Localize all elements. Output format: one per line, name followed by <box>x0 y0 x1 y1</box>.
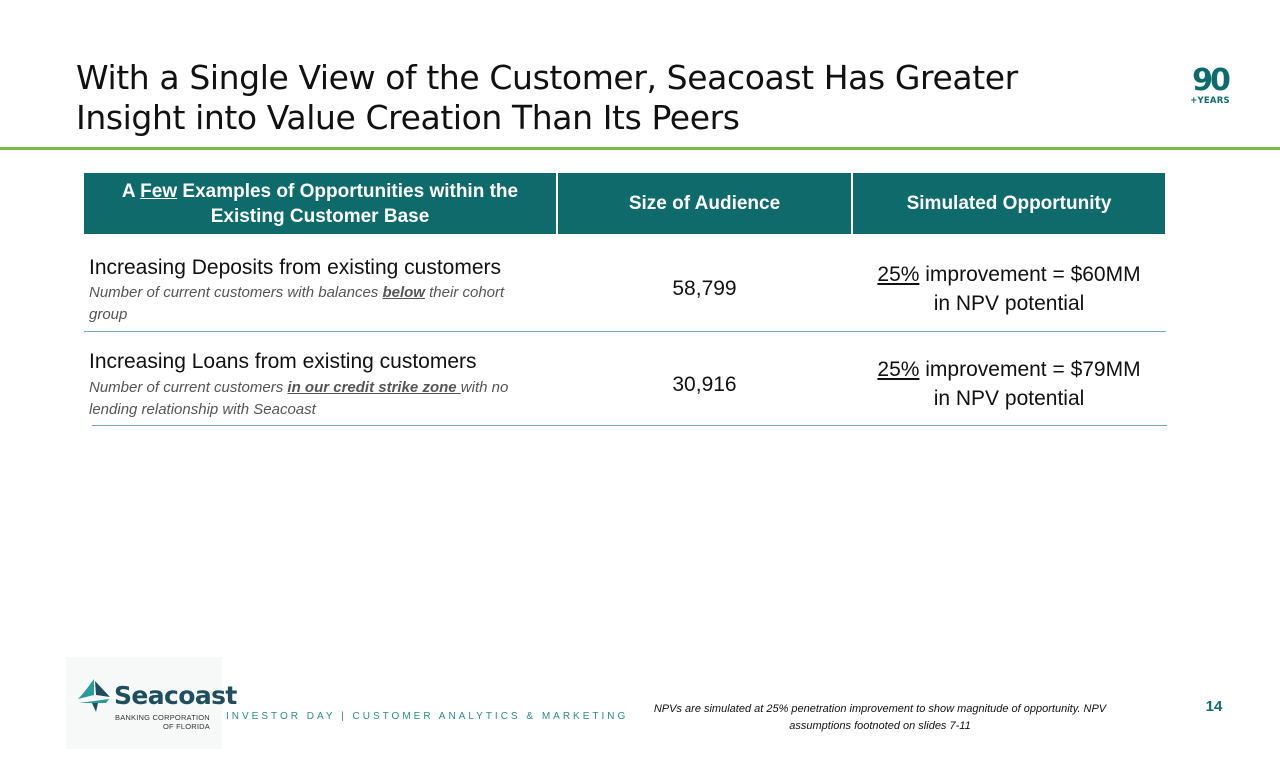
slide-title-line-1: With a Single View of the Customer, Seac… <box>76 58 1018 97</box>
row-loans-description: Number of current customers in our credi… <box>89 377 539 421</box>
row-loans-opportunity: 25% improvement = $79MM in NPV potential <box>853 355 1165 413</box>
badge-number: 90 <box>1192 63 1231 98</box>
row-deposits-description: Number of current customers with balance… <box>89 282 539 326</box>
row-deposits-opp-line2: in NPV potential <box>933 292 1085 315</box>
row-deposits-audience: 58,799 <box>672 277 737 300</box>
sail-icon <box>78 679 110 712</box>
slide-title-line-2: Insight into Value Creation Than Its Pee… <box>76 98 740 137</box>
row-deposits-opp-pct: 25% <box>877 263 920 286</box>
badge-label: +YEARS <box>1190 96 1230 106</box>
footnote: NPVs are simulated at 25% penetration im… <box>653 703 1107 732</box>
header-opportunities: A Few Examples of Opportunities within t… <box>84 173 556 234</box>
row-loans-title: Increasing Loans from existing customers <box>89 350 477 373</box>
row-divider <box>84 331 1166 332</box>
header-simulated-opportunity: Simulated Opportunity <box>853 173 1165 234</box>
row-loans-opp-pct: 25% <box>877 358 920 381</box>
seacoast-logo: Seacoast BANKING CORPORATION OF FLORIDA <box>66 657 237 749</box>
row-loans-audience: 30,916 <box>672 373 737 396</box>
anniversary-badge: 90 +YEARS <box>1188 63 1232 107</box>
header-opportunities-emph: Few <box>140 180 178 202</box>
logo-name: Seacoast <box>114 681 237 710</box>
slide-title: With a Single View of the Customer, Seac… <box>76 58 1126 138</box>
footer-tagline: INVESTOR DAY | CUSTOMER ANALYTICS & MARK… <box>226 711 629 722</box>
page-number: 14 <box>1205 698 1223 715</box>
row-divider <box>92 425 1167 426</box>
row-loans-opp-line1: improvement = $79MM <box>919 358 1141 381</box>
row-deposits-desc-before: Number of current customers with balance… <box>89 284 383 301</box>
row-deposits-title: Increasing Deposits from existing custom… <box>89 256 501 279</box>
row-deposits-opportunity: 25% improvement = $60MM in NPV potential <box>853 260 1165 318</box>
row-deposits-opp-line1: improvement = $60MM <box>919 263 1141 286</box>
row-loans-desc-emph: in our credit strike zone <box>287 379 461 396</box>
header-size-of-audience: Size of Audience <box>558 173 851 234</box>
logo-subtitle-1: BANKING CORPORATION <box>115 713 210 722</box>
row-loans-opp-line2: in NPV potential <box>933 387 1085 410</box>
row-deposits-desc-after: their cohort group <box>89 284 505 323</box>
row-loans-desc-after: with no lending relationship with Seacoa… <box>89 379 509 418</box>
title-divider <box>0 147 1280 150</box>
logo-subtitle-2: OF FLORIDA <box>163 722 211 731</box>
row-loans-desc-before: Number of current customers <box>89 379 288 396</box>
header-opportunities-rest: Examples of Opportunities within the Exi… <box>177 180 519 227</box>
header-opportunities-prefix: A <box>121 180 141 202</box>
row-deposits-desc-emph: below <box>382 284 425 301</box>
